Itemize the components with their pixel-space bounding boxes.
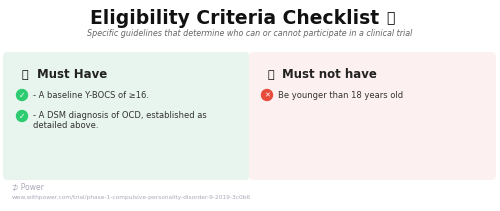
Text: ✓: ✓ bbox=[19, 91, 25, 100]
Text: Eligibility Criteria Checklist: Eligibility Criteria Checklist bbox=[90, 8, 380, 27]
Text: - A DSM diagnosis of OCD, established as: - A DSM diagnosis of OCD, established as bbox=[33, 111, 207, 120]
Text: - A baseline Y-BOCS of ≥16.: - A baseline Y-BOCS of ≥16. bbox=[33, 91, 149, 100]
Text: ✕: ✕ bbox=[264, 92, 270, 98]
Text: Be younger than 18 years old: Be younger than 18 years old bbox=[278, 91, 403, 100]
Text: ⊅ Power: ⊅ Power bbox=[12, 183, 44, 192]
Text: ✓: ✓ bbox=[19, 112, 25, 121]
Circle shape bbox=[16, 111, 28, 122]
Text: www.withpower.com/trial/phase-1-compulsive-personality-disorder-9-2019-3c0b6: www.withpower.com/trial/phase-1-compulsi… bbox=[12, 196, 251, 200]
FancyBboxPatch shape bbox=[249, 52, 496, 180]
Circle shape bbox=[16, 89, 28, 100]
Text: 📋: 📋 bbox=[386, 11, 394, 25]
Text: Specific guidelines that determine who can or cannot participate in a clinical t: Specific guidelines that determine who c… bbox=[88, 28, 412, 38]
Circle shape bbox=[262, 89, 272, 100]
Text: detailed above.: detailed above. bbox=[33, 120, 98, 130]
FancyBboxPatch shape bbox=[3, 52, 250, 180]
Text: Must not have: Must not have bbox=[282, 69, 377, 81]
Text: Must Have: Must Have bbox=[37, 69, 107, 81]
Text: 👎: 👎 bbox=[267, 70, 274, 80]
Text: 👍: 👍 bbox=[22, 70, 29, 80]
